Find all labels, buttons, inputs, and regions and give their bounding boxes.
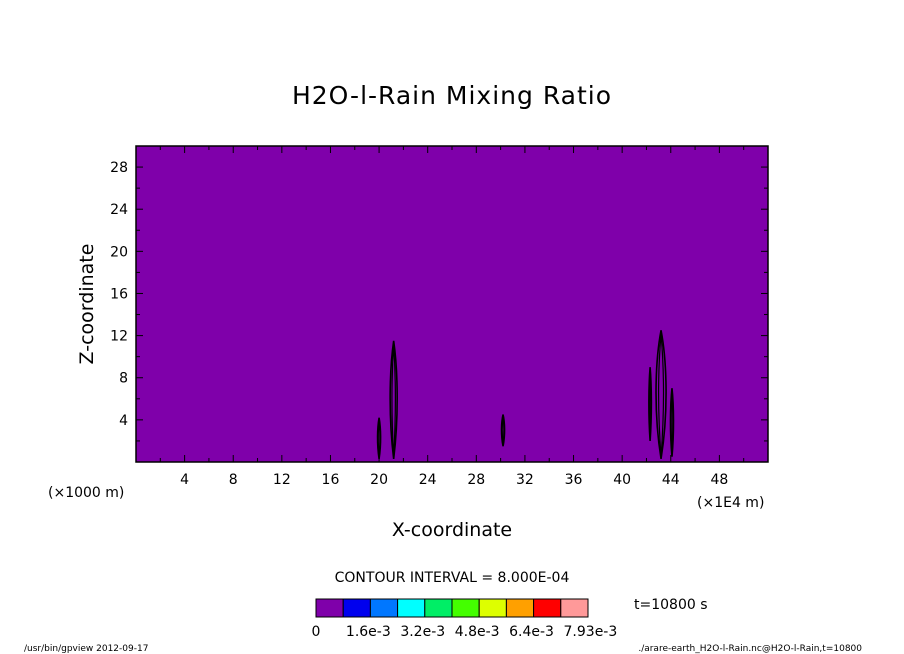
colorbar-label: 7.93e-3 [564, 624, 618, 640]
x-unit-right: (×1E4 m) [697, 495, 764, 511]
x-axis-ticks: 4 8 12 16 20 24 28 32 36 40 44 48 [159, 146, 745, 488]
x-tick-label: 32 [516, 472, 534, 488]
x-tick-label: 4 [180, 472, 189, 488]
colorbar-swatch [424, 598, 453, 618]
rain-contour-inner [377, 421, 381, 457]
rain-contour-inner [391, 344, 397, 457]
x-tick-label: 48 [710, 472, 728, 488]
rain-contour [655, 330, 667, 459]
footer-left: /usr/bin/gpview 2012-09-17 [24, 644, 148, 654]
colorbar-swatch [533, 598, 562, 618]
contour-interval-label: CONTOUR INTERVAL = 8.000E-04 [335, 570, 570, 586]
footer-right: ./arare-earth_H2O-l-Rain.nc@H2O-l-Rain,t… [638, 644, 862, 654]
y-tick-label: 12 [110, 329, 128, 345]
rain-contours [376, 330, 675, 459]
x-tick-label: 24 [419, 472, 437, 488]
colorbar-swatch [397, 598, 426, 618]
rain-contour-inner [648, 371, 652, 439]
colorbar-labels: 0 1.6e-3 3.2e-3 4.8e-3 6.4e-3 7.93e-3 [312, 624, 618, 640]
y-tick-label: 8 [119, 371, 128, 387]
time-label: t=10800 s [634, 597, 708, 613]
colorbar-swatch [342, 598, 371, 618]
rain-contour-inner [657, 334, 665, 457]
x-tick-label: 12 [273, 472, 291, 488]
colorbar-swatch [560, 598, 589, 618]
x-tick-label: 36 [565, 472, 583, 488]
rain-contour [669, 388, 675, 457]
x-unit-left: (×1000 m) [48, 485, 124, 501]
x-tick-label: 8 [229, 472, 238, 488]
rain-contour [376, 417, 382, 459]
colorbar-swatch [478, 598, 507, 618]
chart-title: H2O-l-Rain Mixing Ratio [292, 81, 612, 110]
colorbar-label: 6.4e-3 [509, 624, 554, 640]
y-tick-label: 24 [110, 202, 128, 218]
rain-contour-inner [670, 392, 674, 455]
y-axis-label: Z-coordinate [76, 244, 98, 365]
x-axis-label: X-coordinate [392, 519, 512, 541]
rain-contour [389, 340, 398, 459]
colorbar-swatch [369, 598, 399, 618]
y-tick-label: 16 [110, 286, 128, 302]
colorbar-label: 0 [312, 624, 321, 640]
colorbar-label: 1.6e-3 [346, 624, 391, 640]
colorbar-swatch [505, 598, 535, 618]
colorbar [315, 598, 589, 618]
x-tick-label: 16 [322, 472, 340, 488]
y-tick-label: 4 [119, 413, 128, 429]
x-tick-label: 40 [613, 472, 631, 488]
x-tick-label: 44 [662, 472, 680, 488]
colorbar-swatch [451, 598, 480, 618]
rain-contour-inner [501, 418, 505, 445]
y-tick-label: 20 [110, 244, 128, 260]
colorbar-swatch [315, 598, 344, 618]
colorbar-label: 4.8e-3 [455, 624, 500, 640]
colorbar-label: 3.2e-3 [400, 624, 445, 640]
y-tick-label: 28 [110, 160, 128, 176]
plot-area [136, 146, 768, 462]
y-axis-ticks: 4 8 12 16 20 24 28 [110, 160, 768, 442]
x-tick-label: 20 [370, 472, 388, 488]
rain-contour [500, 414, 506, 447]
x-tick-label: 28 [467, 472, 485, 488]
